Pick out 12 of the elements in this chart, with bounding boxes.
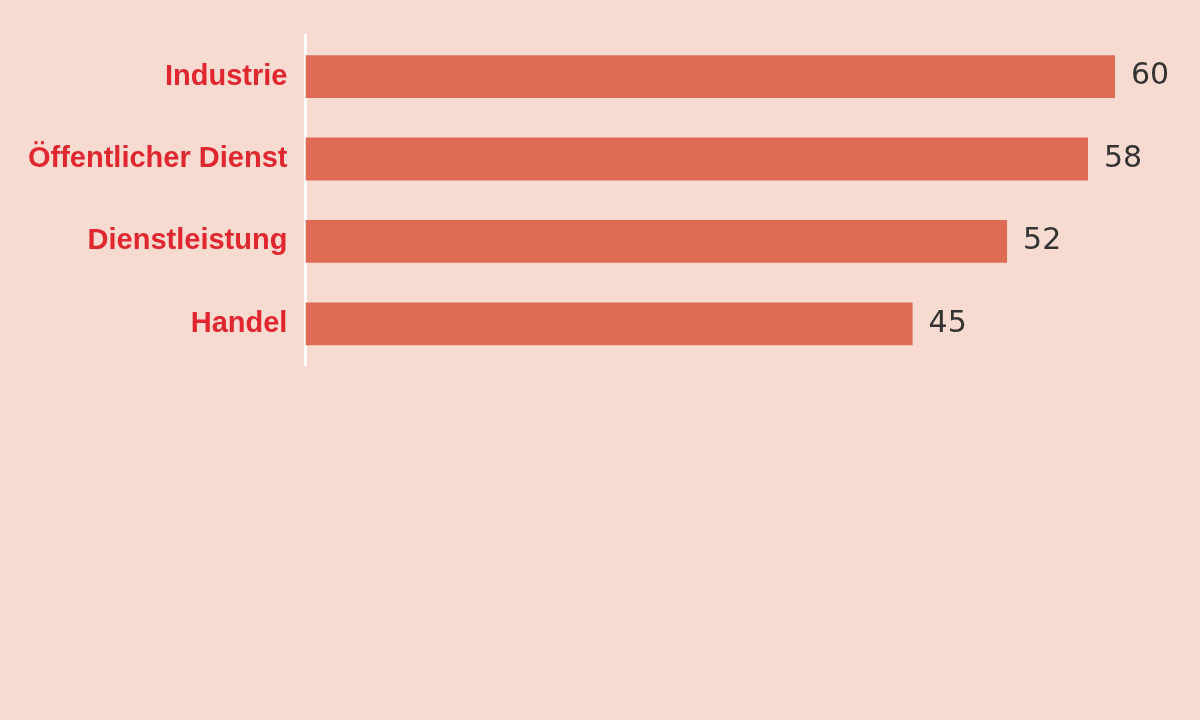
- bar: [305, 302, 913, 346]
- data-label: 52: [1023, 221, 1062, 257]
- bar: [305, 137, 1089, 181]
- y-tick-label: Industrie: [164, 58, 288, 91]
- data-label: 60: [1131, 56, 1170, 92]
- data-label: 58: [1104, 138, 1143, 174]
- bar: [305, 219, 1008, 263]
- y-tick-label: Handel: [190, 305, 288, 338]
- y-tick-label: Dienstleistung: [87, 223, 288, 256]
- data-label: 45: [928, 303, 967, 339]
- bar: [305, 55, 1115, 99]
- y-tick-label: Öffentlicher Dienst: [27, 141, 288, 173]
